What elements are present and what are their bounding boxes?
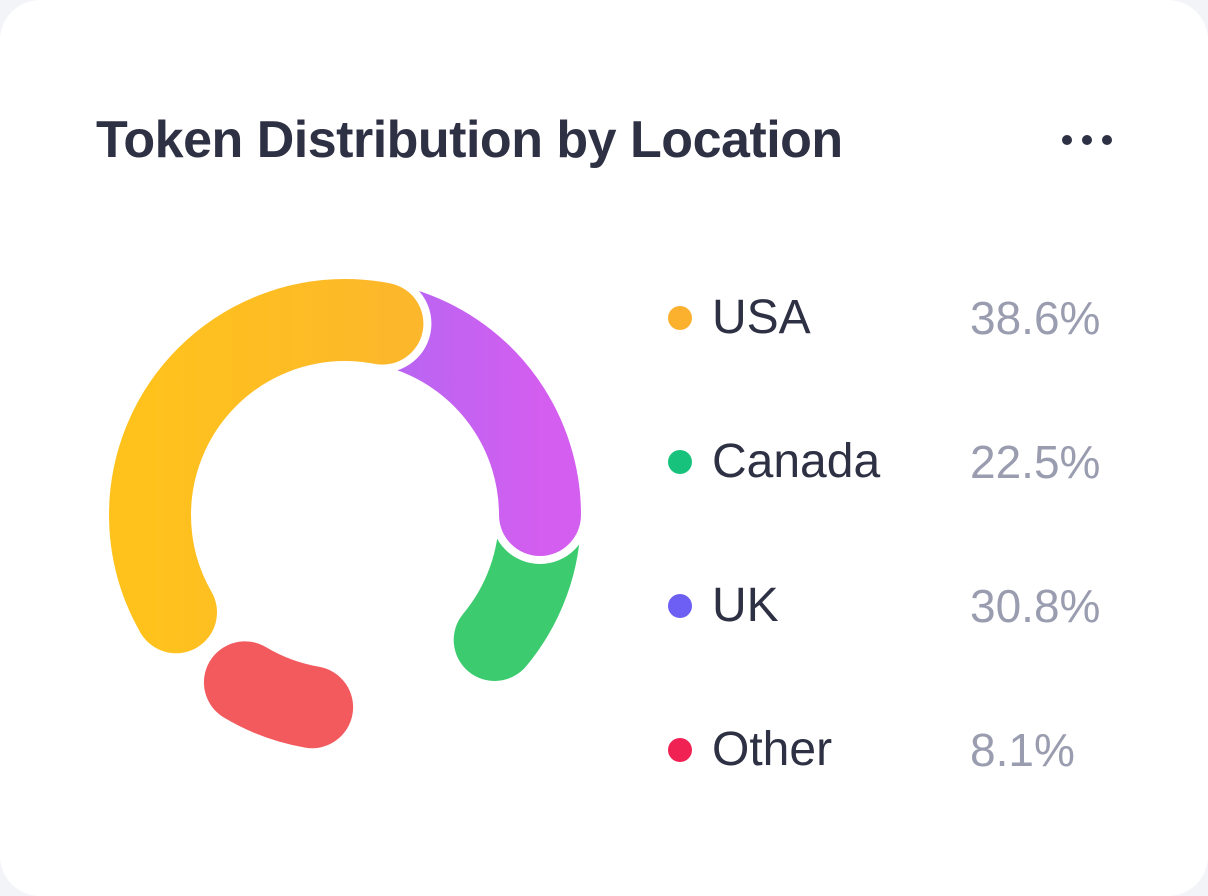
donut-chart <box>100 270 590 760</box>
legend-label-usa: USA <box>712 291 811 344</box>
legend-value-other: 8.1% <box>970 724 1075 776</box>
legend-label-other: Other <box>712 723 833 776</box>
legend-item-canada: Canada 22.5% <box>664 432 1124 576</box>
more-options-button[interactable] <box>1052 118 1122 162</box>
card-title: Token Distribution by Location <box>96 111 843 169</box>
legend-item-other: Other 8.1% <box>664 720 1124 864</box>
legend-label-uk: UK <box>712 579 779 632</box>
donut-segment-usa[interactable] <box>109 279 581 751</box>
legend-item-uk: UK 30.8% <box>664 576 1124 720</box>
donut-chart-svg <box>101 271 589 759</box>
legend-label-canada: Canada <box>712 435 881 488</box>
legend-dot-other <box>668 738 692 762</box>
legend-dot-canada <box>668 450 692 474</box>
legend-item-usa: USA 38.6% <box>664 288 1124 432</box>
legend-value-canada: 22.5% <box>970 436 1101 488</box>
more-horizontal-icon <box>1062 135 1112 145</box>
donut-segment-uk[interactable] <box>109 279 581 751</box>
legend-value-usa: 38.6% <box>970 292 1101 344</box>
legend-dot-uk <box>668 594 692 618</box>
legend-dot-usa <box>668 306 692 330</box>
legend-value-uk: 30.8% <box>970 580 1101 632</box>
chart-legend: USA 38.6% Canada 22.5% UK 30.8% Other 8.… <box>664 288 1124 864</box>
donut-segment-other[interactable] <box>109 279 581 751</box>
